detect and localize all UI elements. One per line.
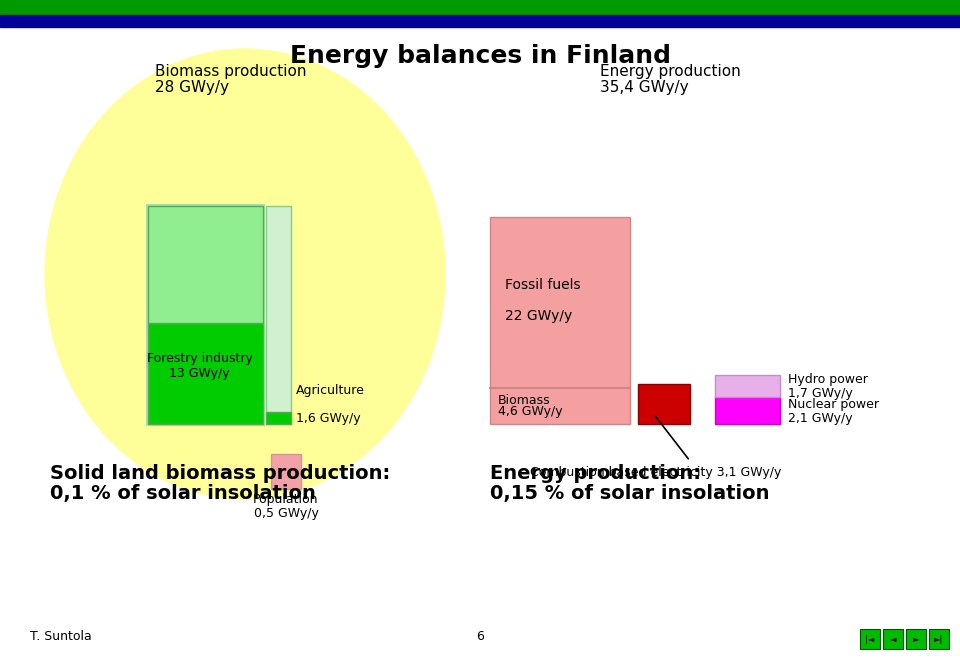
Bar: [906, 629, 926, 649]
Text: 0,1 % of solar insolation: 0,1 % of solar insolation: [50, 484, 316, 503]
Bar: [266, 411, 291, 424]
Text: Population: Population: [253, 493, 319, 506]
Text: Hydro power: Hydro power: [788, 373, 868, 386]
Text: 0,5 GWy/y: 0,5 GWy/y: [253, 507, 319, 520]
Text: 28 GWy/y: 28 GWy/y: [155, 80, 229, 95]
Text: Energy production: Energy production: [600, 64, 741, 79]
Text: Biomass production: Biomass production: [155, 64, 306, 79]
Text: 13 GWy/y: 13 GWy/y: [169, 366, 230, 380]
Text: ►|: ►|: [934, 635, 944, 643]
Text: Nuclear power: Nuclear power: [788, 398, 879, 411]
Text: Energy production:: Energy production:: [490, 464, 701, 483]
Bar: [715, 374, 780, 397]
Bar: [715, 397, 780, 424]
Text: Biomass: Biomass: [498, 394, 551, 407]
Bar: [0, 0, 960, 15]
Text: ◄: ◄: [890, 635, 897, 643]
Text: ►: ►: [913, 635, 920, 643]
Bar: [883, 629, 903, 649]
Text: Energy balances in Finland: Energy balances in Finland: [290, 44, 670, 68]
Text: Fossil fuels: Fossil fuels: [505, 278, 581, 292]
Bar: [0, 15, 960, 27]
Bar: [148, 323, 263, 424]
Text: Solid land biomass production:: Solid land biomass production:: [50, 464, 391, 483]
Text: 4,6 GWy/y: 4,6 GWy/y: [498, 405, 563, 418]
Bar: [266, 206, 291, 424]
Text: 0,15 % of solar insolation: 0,15 % of solar insolation: [490, 484, 770, 503]
Bar: [638, 384, 690, 424]
Bar: [146, 204, 265, 426]
Text: Forestry industry: Forestry industry: [147, 352, 252, 364]
Text: 35,4 GWy/y: 35,4 GWy/y: [600, 80, 688, 95]
Bar: [271, 454, 301, 489]
Text: 22 GWy/y: 22 GWy/y: [505, 309, 572, 323]
Text: T. Suntola: T. Suntola: [30, 631, 92, 643]
Text: 2,1 GWy/y: 2,1 GWy/y: [788, 412, 852, 425]
Text: 1,7 GWy/y: 1,7 GWy/y: [788, 387, 852, 400]
Text: 6: 6: [476, 631, 484, 643]
Bar: [148, 206, 263, 323]
Bar: [860, 629, 880, 649]
Bar: [490, 217, 630, 424]
Text: Agriculture: Agriculture: [296, 384, 365, 397]
Text: 1,6 GWy/y: 1,6 GWy/y: [296, 411, 361, 424]
Bar: [929, 629, 949, 649]
Text: Combustion based electricity 3,1 GWy/y: Combustion based electricity 3,1 GWy/y: [530, 466, 781, 479]
Text: |◄: |◄: [865, 635, 875, 643]
Ellipse shape: [45, 49, 445, 499]
